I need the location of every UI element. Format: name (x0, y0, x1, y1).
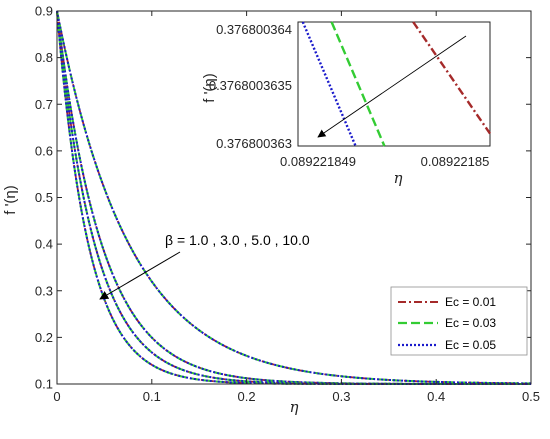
inset-y-axis-label: f '(η) (201, 73, 218, 103)
inset-box (297, 21, 491, 147)
main-curves (56, 10, 532, 385)
y-axis-label: f '(η) (2, 185, 19, 215)
inset-line-ec0.01 (412, 21, 491, 135)
inset-y-tick-label: 0.376800364 (216, 22, 292, 37)
y-tick-label: 0.3 (35, 283, 53, 298)
y-tick-label: 0.9 (35, 4, 53, 19)
inset-chart: 0.376800364 0.3768003635 0.376800363 0.0… (201, 21, 491, 187)
x-axis-label: η (290, 398, 299, 416)
inset-x-axis-label: η (394, 169, 403, 187)
x-tick-label: 0 (53, 389, 60, 404)
main-axes: 0 0.1 0.2 0.3 0.4 0.50.10.20.30.40.50.60.70.8… (2, 4, 540, 417)
inset-ec-arrow (317, 35, 467, 138)
beta-annotation: β = 1.0 , 3.0 , 5.0 , 10.0 (165, 232, 310, 248)
x-tick-label: 0.2 (238, 389, 256, 404)
x-tick-label: 0.4 (427, 389, 445, 404)
inset-axes: 0.376800364 0.3768003635 0.376800363 0.0… (201, 22, 489, 187)
inset-line-ec0.03 (330, 21, 386, 147)
x-tick-label: 0.5 (522, 389, 540, 404)
legend-label-ec-0.03: Ec = 0.03 (445, 316, 496, 330)
y-tick-label: 0.1 (35, 377, 53, 392)
inset-y-tick-label: 0.3768003635 (209, 78, 292, 93)
legend: Ec = 0.01 Ec = 0.03 Ec = 0.05 (390, 286, 528, 356)
inset-line-ec0.05 (301, 21, 357, 147)
beta-arrow (99, 251, 181, 300)
y-tick-label: 0.7 (35, 97, 53, 112)
inset-y-tick-label: 0.376800363 (216, 136, 292, 151)
curve-beta-3-ec-0.05 (56, 10, 531, 385)
inset-lines (301, 21, 491, 147)
x-tick-label: 0.3 (332, 389, 350, 404)
y-tick-label: 0.5 (35, 190, 53, 205)
legend-label-ec-0.01: Ec = 0.01 (445, 295, 496, 309)
y-tick-label: 0.4 (35, 237, 53, 252)
inset-x-tick-label: 0.089221849 (280, 154, 356, 169)
legend-box (390, 286, 528, 356)
legend-label-ec-0.05: Ec = 0.05 (445, 338, 496, 352)
y-tick-label: 0.2 (35, 330, 53, 345)
curve-beta-1-ec-0.05 (56, 10, 532, 385)
x-tick-label: 0.1 (143, 389, 161, 404)
inset-x-tick-label: 0.08922185 (421, 154, 490, 169)
y-tick-label: 0.6 (35, 143, 53, 158)
y-tick-label: 0.8 (35, 50, 53, 65)
